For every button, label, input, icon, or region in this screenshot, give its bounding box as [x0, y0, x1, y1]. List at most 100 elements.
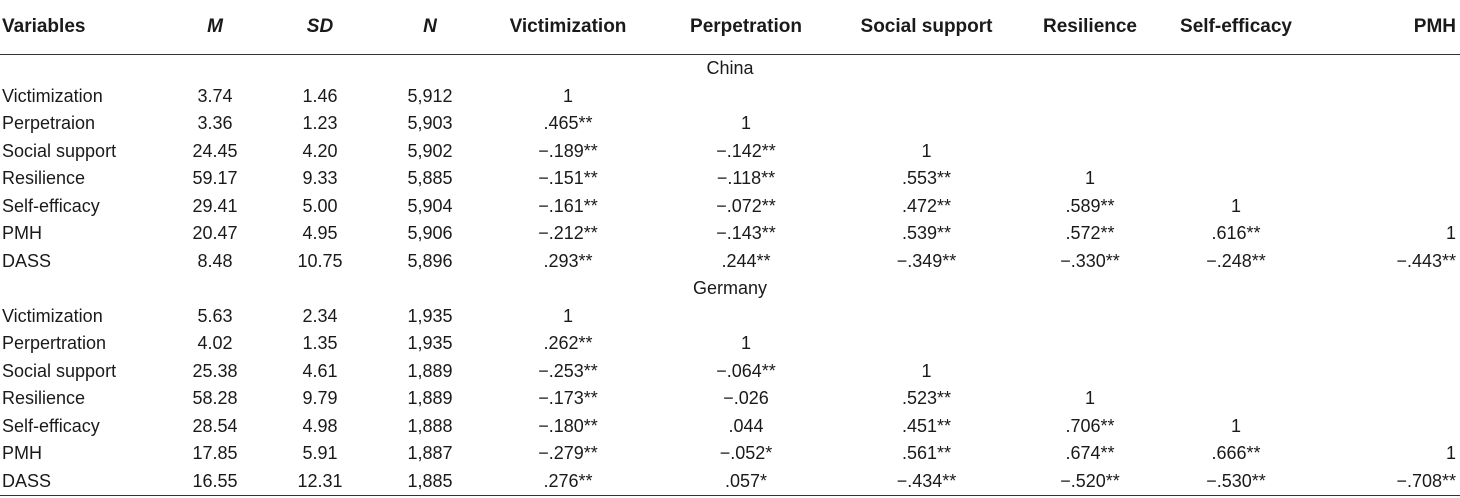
- table-row: Perpertration 4.02 1.35 1,935 .262** 1: [0, 330, 1460, 358]
- cell-mean: 20.47: [192, 223, 238, 244]
- cell-variable: Resilience: [2, 388, 86, 409]
- cell-perpetration: .057*: [724, 470, 768, 491]
- cell-pmh: [1309, 358, 1460, 386]
- cell-resilience: [1017, 83, 1163, 111]
- table-row: PMH 20.47 4.95 5,906 −.212** −.143** .539** .57…: [0, 220, 1460, 248]
- table-row: Perpetraion 3.36 1.23 5,903 .465** 1: [0, 110, 1460, 138]
- cell-variable: DASS: [2, 250, 52, 271]
- cell-social-support: [836, 110, 1017, 138]
- table-row: Resilience 59.17 9.33 5,885 −.151** −.118** .5…: [0, 165, 1460, 193]
- cell-resilience: 1: [1084, 168, 1095, 189]
- cell-sd: 2.34: [302, 305, 338, 326]
- cell-mean: 29.41: [192, 195, 238, 216]
- cell-sd: 4.98: [302, 415, 338, 436]
- table-row: Resilience 58.28 9.79 1,889 −.173** −.026 .523…: [0, 385, 1460, 413]
- group-label: Germany: [692, 278, 768, 299]
- cell-pmh: 1: [1445, 443, 1456, 464]
- cell-mean: 3.74: [197, 85, 233, 106]
- cell-variable: Self-efficacy: [2, 195, 100, 216]
- cell-perpetration: [656, 303, 836, 331]
- cell-pmh: [1309, 193, 1460, 221]
- table-header: Variables M SD N Victimization Perpetrat…: [0, 0, 1460, 55]
- header-sd: SD: [306, 16, 334, 37]
- header-victimization: Victimization: [509, 16, 627, 37]
- cell-sd: 5.00: [302, 195, 338, 216]
- cell-social-support: .553**: [901, 168, 952, 189]
- table-row: Self-efficacy 28.54 4.98 1,888 −.180** .044 .4…: [0, 413, 1460, 441]
- cell-n: 5,912: [407, 85, 453, 106]
- cell-victimization: .262**: [543, 333, 593, 354]
- cell-self-efficacy: [1163, 330, 1309, 358]
- cell-sd: 9.79: [302, 388, 338, 409]
- cell-self-efficacy: −.530**: [1206, 470, 1266, 491]
- header-n: N: [423, 16, 437, 37]
- cell-variable: Self-efficacy: [2, 415, 100, 436]
- table-row: Self-efficacy 29.41 5.00 5,904 −.161** −.072*…: [0, 193, 1460, 221]
- cell-pmh: [1309, 138, 1460, 166]
- cell-perpetration: 1: [740, 113, 751, 134]
- cell-n: 5,896: [407, 250, 453, 271]
- cell-resilience: .706**: [1065, 415, 1115, 436]
- cell-resilience: −.330**: [1060, 250, 1120, 271]
- cell-mean: 8.48: [197, 250, 233, 271]
- cell-sd: 5.91: [302, 443, 338, 464]
- cell-variable: Perpertration: [2, 333, 107, 354]
- cell-sd: 4.95: [302, 223, 338, 244]
- cell-pmh: [1309, 83, 1460, 111]
- cell-perpetration: −.142**: [716, 140, 776, 161]
- cell-variable: DASS: [2, 470, 52, 491]
- cell-pmh: 1: [1445, 223, 1456, 244]
- cell-sd: 1.46: [302, 85, 338, 106]
- cell-mean: 16.55: [192, 470, 238, 491]
- cell-variable: Perpetraion: [2, 113, 96, 134]
- cell-mean: 3.36: [197, 113, 233, 134]
- cell-perpetration: −.143**: [716, 223, 776, 244]
- cell-perpetration: 1: [740, 333, 751, 354]
- cell-social-support: 1: [921, 140, 932, 161]
- cell-social-support: [836, 83, 1017, 111]
- cell-variable: Resilience: [2, 168, 86, 189]
- cell-social-support: .451**: [901, 415, 952, 436]
- cell-social-support: −.349**: [896, 250, 957, 271]
- cell-social-support: −.434**: [896, 470, 957, 491]
- cell-victimization: −.180**: [538, 415, 598, 436]
- cell-n: 1,935: [407, 305, 453, 326]
- cell-variable: PMH: [2, 223, 42, 244]
- cell-pmh: [1309, 303, 1460, 331]
- header-perpetration: Perpetration: [690, 16, 802, 37]
- cell-n: 5,902: [407, 140, 453, 161]
- cell-pmh: [1309, 330, 1460, 358]
- cell-perpetration: −.052*: [719, 443, 773, 464]
- cell-n: 1,889: [407, 388, 453, 409]
- cell-mean: 4.02: [197, 333, 233, 354]
- cell-social-support: .523**: [901, 388, 952, 409]
- cell-victimization: .465**: [543, 113, 593, 134]
- cell-resilience: .572**: [1065, 223, 1115, 244]
- table-row: Victimization 3.74 1.46 5,912 1: [0, 83, 1460, 111]
- cell-mean: 17.85: [192, 443, 238, 464]
- cell-victimization: −.212**: [538, 223, 598, 244]
- cell-n: 1,885: [407, 470, 453, 491]
- cell-n: 5,903: [407, 113, 453, 134]
- cell-self-efficacy: [1163, 358, 1309, 386]
- cell-self-efficacy: [1163, 110, 1309, 138]
- cell-n: 1,935: [407, 333, 453, 354]
- cell-n: 5,885: [407, 168, 453, 189]
- header-pmh: PMH: [1413, 16, 1456, 37]
- cell-social-support: [836, 303, 1017, 331]
- cell-mean: 59.17: [192, 168, 238, 189]
- cell-perpetration: [656, 83, 836, 111]
- table-row: DASS 8.48 10.75 5,896 .293** .244** −.349** −.3…: [0, 248, 1460, 276]
- cell-mean: 24.45: [192, 140, 238, 161]
- cell-self-efficacy: 1: [1230, 195, 1241, 216]
- cell-victimization: −.189**: [538, 140, 598, 161]
- table-row: Victimization 5.63 2.34 1,935 1: [0, 303, 1460, 331]
- cell-perpetration: −.072**: [716, 195, 776, 216]
- cell-self-efficacy: 1: [1230, 415, 1241, 436]
- cell-victimization: 1: [562, 305, 573, 326]
- cell-victimization: .293**: [543, 250, 593, 271]
- table-row: DASS 16.55 12.31 1,885 .276** .057* −.434** −.5…: [0, 468, 1460, 496]
- cell-pmh: [1309, 413, 1460, 441]
- cell-victimization: −.279**: [538, 443, 598, 464]
- cell-pmh: −.443**: [1396, 250, 1456, 271]
